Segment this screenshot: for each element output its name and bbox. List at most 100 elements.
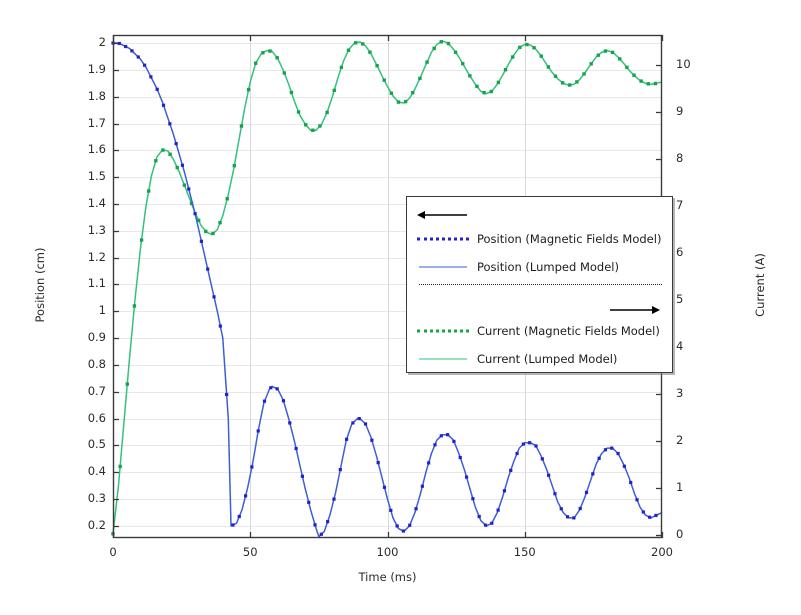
series-marker-position-magnetic	[237, 514, 241, 519]
series-marker-current-magnetic	[289, 90, 294, 95]
series-marker-position-magnetic	[427, 461, 431, 465]
series-marker-current-magnetic	[403, 99, 408, 104]
series-marker-current-magnetic	[318, 124, 322, 128]
series-marker-position-magnetic	[408, 523, 412, 527]
series-marker-position-magnetic	[130, 49, 134, 53]
series-marker-position-magnetic	[218, 324, 222, 328]
series-marker-current-magnetic	[218, 220, 222, 225]
series-marker-position-magnetic	[610, 446, 614, 450]
legend-swatch-solid-green	[417, 352, 469, 366]
series-marker-current-magnetic	[560, 81, 565, 85]
y-tick-label-left: 1.2	[87, 249, 106, 264]
series-marker-current-magnetic	[453, 50, 458, 54]
series-marker-current-magnetic	[211, 231, 215, 236]
chart-legend[interactable]: Position (Magnetic Fields Model) Positio…	[406, 196, 673, 373]
y-tick-label-right: 8	[676, 151, 684, 166]
series-marker-position-magnetic	[149, 75, 153, 79]
series-marker-current-magnetic	[546, 65, 551, 69]
legend-label: Position (Magnetic Fields Model)	[477, 232, 662, 246]
y-axis-right-ticks: 0 1 2 3 4 5 6 7 8 9 10	[676, 0, 716, 615]
series-marker-current-magnetic	[589, 62, 593, 66]
series-marker-current-magnetic	[239, 124, 244, 128]
legend-item-position-magnetic[interactable]: Position (Magnetic Fields Model)	[407, 228, 672, 250]
series-marker-position-magnetic	[565, 515, 570, 519]
series-marker-current-magnetic	[132, 304, 137, 308]
series-marker-current-magnetic	[532, 46, 536, 50]
x-axis-title: Time (ms)	[358, 570, 417, 584]
series-marker-current-magnetic	[232, 163, 237, 168]
series-marker-current-magnetic	[175, 165, 179, 170]
y-tick-label-left: 0.2	[87, 517, 106, 532]
series-marker-position-magnetic	[225, 392, 229, 397]
y-tick-label-left: 0.5	[87, 437, 106, 452]
series-marker-position-magnetic	[452, 439, 456, 444]
y-tick-label-left: 1.4	[87, 196, 106, 210]
series-marker-position-magnetic	[591, 472, 595, 476]
y-tick-label-left: 0.9	[87, 330, 106, 345]
series-marker-current-magnetic	[339, 65, 344, 70]
series-marker-current-magnetic	[518, 45, 522, 50]
series-marker-position-magnetic	[124, 44, 128, 49]
series-marker-position-magnetic	[231, 523, 235, 527]
series-marker-current-magnetic	[468, 74, 472, 78]
series-marker-position-magnetic	[155, 87, 159, 91]
legend-label: Current (Magnetic Fields Model)	[477, 324, 660, 338]
series-marker-position-magnetic	[540, 457, 544, 461]
series-marker-current-magnetic	[575, 80, 579, 84]
y-tick-label-right: 0	[676, 526, 684, 541]
series-marker-position-magnetic	[206, 267, 210, 271]
series-marker-position-magnetic	[326, 520, 330, 524]
series-marker-current-magnetic	[204, 229, 208, 234]
series-marker-current-magnetic	[146, 189, 151, 193]
series-marker-position-magnetic	[490, 521, 494, 525]
series-marker-position-magnetic	[547, 473, 551, 477]
series-marker-position-magnetic	[559, 507, 563, 511]
series-marker-position-magnetic	[275, 387, 279, 391]
legend-item-position-lumped[interactable]: Position (Lumped Model)	[407, 256, 672, 278]
y-axis-left-ticks: 0.2 0.3 0.4 0.5 0.6 0.7 0.8 0.9 1 1.1 1.2 1.3 1.4 1.5…	[46, 0, 106, 615]
x-tick-label: 150	[513, 545, 536, 559]
series-marker-current-magnetic	[525, 42, 529, 47]
series-marker-current-magnetic	[296, 110, 301, 114]
series-marker-current-magnetic	[154, 159, 158, 163]
series-marker-current-magnetic	[389, 91, 394, 95]
x-axis-ticks: 0 50 100 150 200	[0, 545, 801, 565]
series-marker-current-magnetic	[189, 201, 194, 206]
series-marker-position-magnetic	[269, 386, 273, 390]
series-marker-current-magnetic	[496, 80, 501, 85]
series-marker-position-magnetic	[193, 212, 197, 216]
legend-item-current-magnetic[interactable]: Current (Magnetic Fields Model)	[407, 320, 672, 342]
series-marker-current-magnetic	[603, 49, 608, 53]
y-tick-label-right: 1	[676, 479, 684, 494]
series-marker-position-magnetic	[603, 448, 608, 452]
series-marker-current-magnetic	[396, 100, 401, 104]
series-marker-position-magnetic	[351, 421, 355, 425]
series-marker-current-magnetic	[411, 91, 415, 95]
series-marker-position-magnetic	[648, 515, 652, 519]
series-marker-current-magnetic	[282, 71, 286, 75]
series-marker-position-magnetic	[572, 516, 576, 520]
series-marker-position-magnetic	[307, 500, 311, 504]
series-marker-position-magnetic	[433, 443, 437, 447]
series-marker-current-magnetic	[246, 87, 251, 92]
series-marker-position-magnetic	[281, 399, 286, 403]
series-marker-current-magnetic	[582, 72, 586, 76]
y-tick-label-right: 9	[676, 104, 684, 119]
series-marker-position-magnetic	[446, 433, 450, 437]
series-marker-position-magnetic	[458, 455, 462, 460]
series-marker-current-magnetic	[446, 41, 451, 46]
y-tick-label-right: 7	[676, 198, 684, 213]
series-marker-position-magnetic	[389, 508, 393, 512]
series-marker-position-magnetic	[635, 498, 639, 502]
y-tick-label-left: 1.9	[87, 61, 106, 76]
series-marker-position-magnetic	[117, 41, 121, 46]
series-marker-current-magnetic	[125, 382, 129, 386]
y-tick-label-left: 1.7	[87, 115, 106, 130]
y-tick-label-left: 0.7	[87, 383, 106, 398]
series-marker-current-magnetic	[503, 68, 508, 72]
series-marker-current-magnetic	[639, 79, 643, 83]
legend-swatch-dotted-green	[417, 324, 469, 338]
series-marker-current-magnetic	[610, 50, 615, 55]
series-marker-position-magnetic	[294, 446, 298, 451]
legend-item-current-lumped[interactable]: Current (Lumped Model)	[407, 348, 672, 370]
